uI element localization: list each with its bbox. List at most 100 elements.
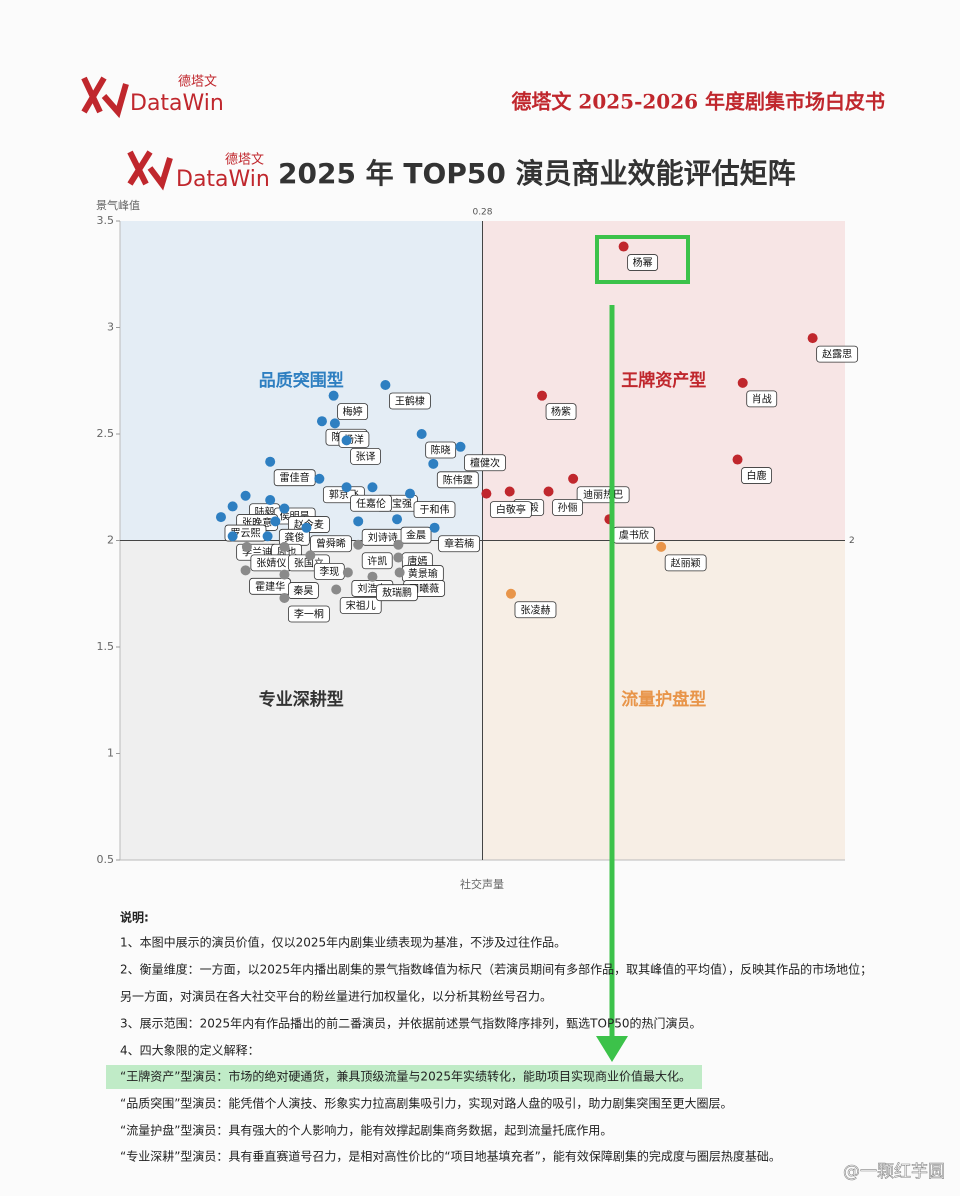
point-label: 白鹿 (747, 469, 767, 482)
chart-logo: 德塔文 DataWin (127, 150, 270, 192)
point-label: 梅婷 (343, 405, 363, 418)
point (331, 584, 342, 595)
quadrant-label: 王牌资产型 (621, 370, 706, 391)
point (279, 593, 290, 604)
quadrant (120, 221, 483, 541)
note-line: 另一方面，对演员在各大社交平台的粉丝量进行加权量化，以分析其粉丝号召力。 (120, 989, 552, 1004)
y-tick-label: 2.5 (97, 427, 115, 440)
point-label: 虞书欣 (619, 529, 649, 542)
point (329, 418, 340, 429)
point-label: 章若楠 (444, 537, 474, 550)
point (279, 541, 290, 552)
note-line: 2、衡量维度：一方面，以2025年内播出剧集的景气指数峰值为标尺（若演员期间有多… (120, 962, 872, 977)
point (416, 429, 427, 439)
logo-mark (81, 76, 129, 119)
point-label: 曾舜晞 (316, 537, 346, 550)
point-label: 雷佳音 (280, 471, 310, 484)
highlight-box (595, 235, 690, 284)
point (504, 486, 515, 497)
point-label-box (425, 441, 457, 459)
watermark: @一颗红芋圆 (843, 1162, 945, 1182)
point-label-box (310, 535, 352, 553)
quadrant (482, 540, 845, 860)
point-label: 秦昊 (293, 584, 313, 597)
point (240, 565, 251, 576)
point (215, 512, 226, 523)
point-label: 张译 (356, 451, 376, 463)
note-line: “王牌资产”型演员：市场的绝对硬通货，兼具顶级流量与2025年实绩转化，能助项目… (120, 1069, 691, 1084)
point-label-box (664, 554, 707, 572)
point (305, 550, 316, 561)
reference-label: 0.28 (472, 208, 492, 218)
point (328, 390, 339, 401)
chart-title: 2025 年 TOP50 演员商业效能评估矩阵 (278, 157, 796, 190)
quadrant-label: 流量护盘型 (621, 689, 706, 710)
point (316, 416, 327, 427)
point (341, 482, 352, 493)
notes-heading: 说明: (120, 910, 149, 925)
note-line: 4、四大象限的定义解释： (120, 1043, 260, 1058)
point-label-box (464, 454, 506, 472)
point (227, 501, 238, 512)
arrow-head (596, 1036, 628, 1062)
point-label-box (816, 345, 859, 363)
point-label: 赵露思 (822, 348, 852, 361)
point-label: 许凯 (367, 554, 387, 567)
point (568, 473, 579, 484)
point-label-box (741, 467, 772, 484)
point (543, 486, 554, 497)
point-label-box (576, 486, 630, 504)
point-label-box (376, 584, 418, 602)
point (265, 495, 276, 506)
point (393, 552, 404, 563)
quadrant-label: 品质突围型 (259, 370, 344, 391)
point-label-box (288, 605, 330, 623)
point-label: 陈伟霆 (443, 473, 473, 486)
point-label: 杨幂 (633, 256, 653, 269)
point (732, 454, 743, 465)
point (380, 380, 391, 391)
notes: 说明: 1、本图中展示的演员价值，仅以2025年内剧集业绩表现为基准，不涉及过往作… (120, 910, 872, 1164)
y-tick-label: 0.5 (97, 853, 115, 866)
logo: 德塔文 DataWin (81, 75, 224, 119)
point-label-box (627, 254, 659, 271)
note-line: 1、本图中展示的演员价值，仅以2025年内剧集业绩表现为基准，不涉及过往作品。 (120, 935, 566, 950)
point (393, 539, 404, 550)
point (342, 567, 353, 578)
point (807, 333, 818, 344)
point-label: 白敬亭 (496, 503, 526, 516)
point-label: 肖战 (752, 392, 772, 405)
point (392, 514, 403, 525)
point-label: 张婧仪 (256, 556, 286, 569)
logo-cn: 德塔文 (225, 153, 264, 168)
point-label: 檀健次 (470, 456, 500, 469)
point (737, 377, 748, 388)
point-label-box (389, 392, 431, 410)
y-tick-label: 1.5 (97, 640, 115, 653)
point-label: 赵丽颖 (671, 556, 701, 569)
point-label-box (339, 597, 382, 614)
point (429, 522, 440, 533)
point-label-box (361, 552, 393, 570)
point (341, 435, 352, 446)
point-label: 唐嫣 (407, 554, 427, 567)
y-axis-label: 景气峰值 (96, 198, 140, 212)
point (367, 571, 378, 582)
point-label: 霍建华 (255, 580, 285, 593)
x-axis-label: 社交声量 (460, 877, 504, 891)
note-line: “品质突围”型演员：能凭借个人演技、形象实力拉高剧集吸引力，实现对路人盘的吸引，… (120, 1096, 732, 1111)
point-label: 王鹤棣 (395, 395, 425, 408)
point-label: 于和伟 (420, 503, 450, 516)
report-title: 德塔文 2025-2026 年度剧集市场白皮书 (511, 90, 885, 114)
point-label-box (413, 501, 456, 519)
point (455, 441, 466, 452)
point-label-box (350, 494, 392, 512)
y-tick-label: 3 (107, 321, 114, 334)
point-label: 张凌赫 (520, 603, 550, 616)
point-label-box (400, 526, 432, 544)
point-label-box (438, 535, 480, 553)
point (265, 456, 276, 467)
point-label: 龚俊 (284, 531, 304, 544)
point (279, 569, 290, 580)
point-label-box (337, 403, 369, 421)
